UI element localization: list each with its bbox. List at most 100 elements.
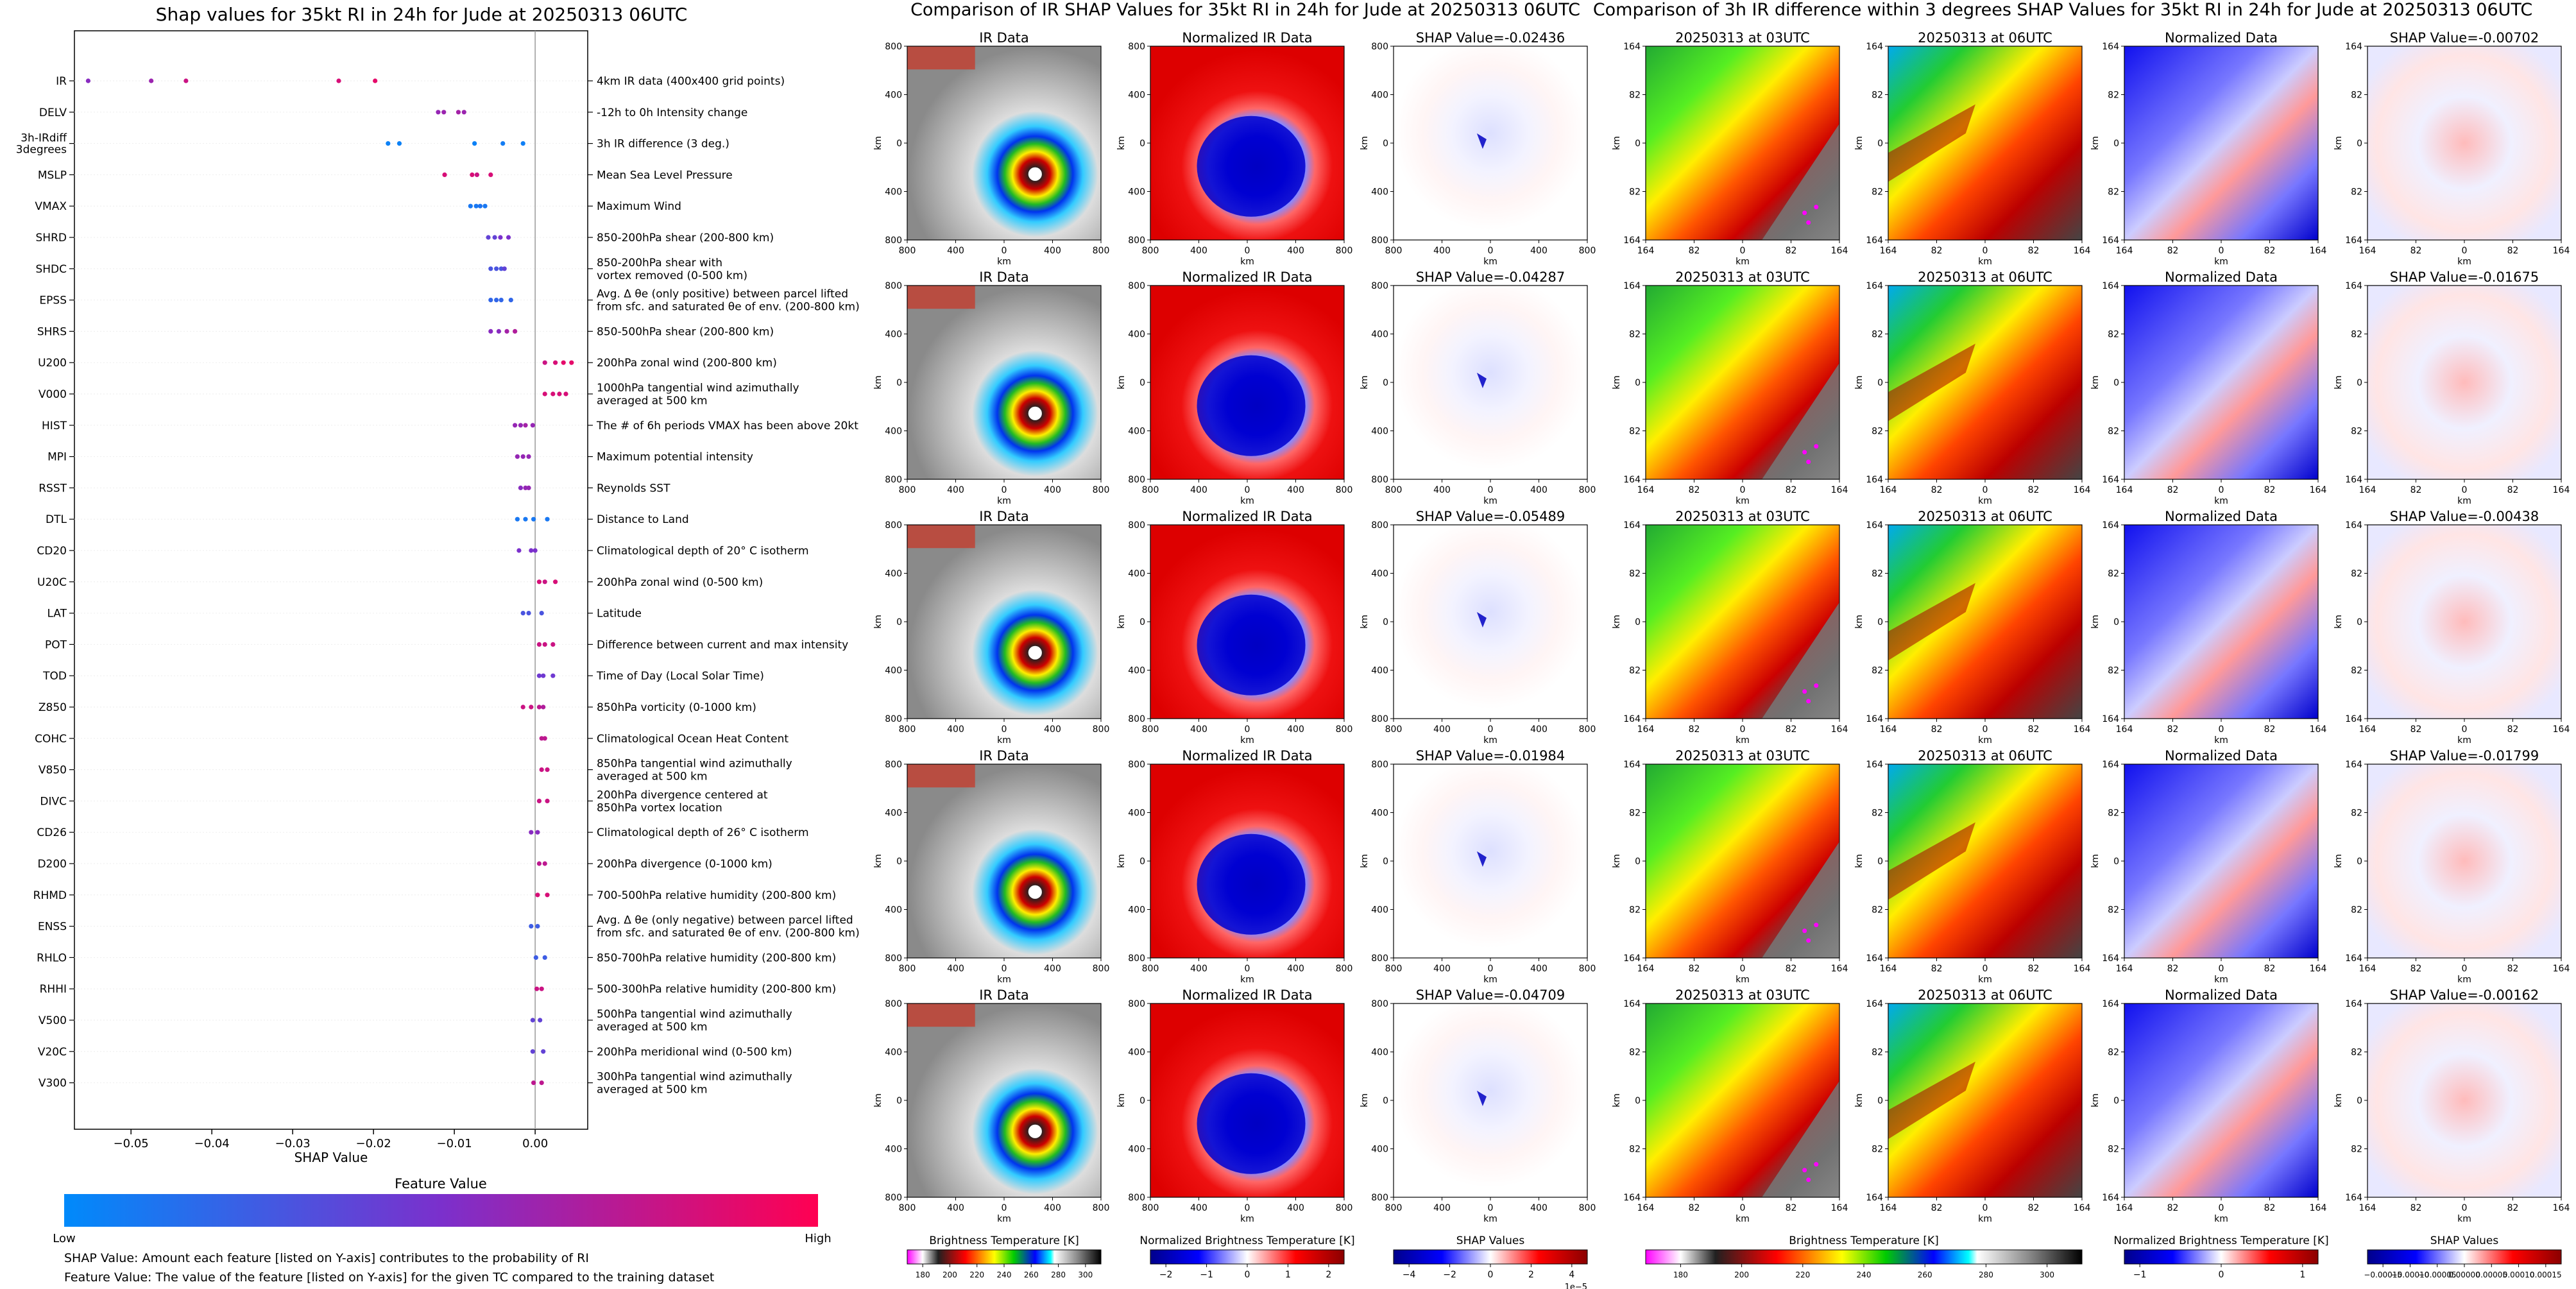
panel-y-tick-label: 164 [1866, 475, 1883, 485]
panel-y-tick-label: 164 [2345, 1193, 2362, 1203]
panel-x-tick-label: 400 [1530, 485, 1548, 495]
panel-x-tick-label: 800 [1142, 485, 1159, 495]
shap-point [496, 329, 502, 334]
colorbar-tick-label: 0 [1245, 1270, 1250, 1280]
cold-cloud-region [1197, 594, 1306, 696]
colorbar-tick-label: 1 [2299, 1270, 2305, 1280]
panel-y-tick-label: 400 [1128, 90, 1145, 101]
feature-name-line: 3degrees [16, 144, 67, 157]
feature-description: 850-700hPa relative humidity (200-800 km… [597, 952, 836, 964]
colorbar [1393, 1249, 1588, 1265]
feature-description-line: 850-700hPa relative humidity (200-800 km… [597, 952, 836, 964]
cold-cloud-region [1197, 833, 1306, 935]
panel-y-tick-label: 82 [1629, 187, 1641, 198]
feature-name-rhmd: RHMD [33, 889, 67, 902]
magenta-pixel [1806, 220, 1811, 225]
panel-ylabel: km [1612, 375, 1622, 389]
shap-hotspot [1476, 372, 1487, 389]
panel-y-tick-label: 800 [1371, 235, 1388, 246]
panel-xlabel: km [2457, 735, 2471, 746]
panel-y-tick-label: 164 [1623, 42, 1641, 52]
feature-description-line: vortex removed (0-500 km) [597, 269, 747, 282]
panel-x-tick-label: 0 [1983, 246, 1988, 256]
panel-y-tick-label: 82 [1872, 905, 1883, 916]
shap-point [488, 298, 493, 303]
panel-image [1394, 1003, 1587, 1197]
shap-point [561, 360, 566, 365]
panel-x-tick-label: 800 [1385, 964, 1403, 974]
feature-description-line: 3h IR difference (3 deg.) [597, 138, 729, 151]
panel-y-tick-label: 400 [1371, 90, 1388, 101]
shap-point [520, 611, 525, 616]
panel-y-tick-label: 400 [1371, 808, 1388, 819]
shap-point [523, 516, 528, 522]
feature-name-cohc: COHC [35, 733, 67, 746]
panel-y-tick-label: 800 [1371, 953, 1388, 964]
panel-x-tick-label: 0 [1245, 964, 1250, 974]
panel-y-tick-label: 800 [1371, 520, 1388, 531]
panel-title: 20250313 at 03UTC [1675, 509, 1810, 524]
panel-y-tick-label: 82 [2351, 569, 2362, 579]
feature-name-epss: EPSS [39, 295, 67, 307]
panel-x-tick-label: 164 [2553, 724, 2570, 735]
panel-x-tick-label: 82 [1931, 964, 1943, 974]
panel-x-tick-label: 400 [1433, 964, 1451, 974]
storm-eye [1028, 885, 1042, 899]
shap-point [373, 78, 378, 83]
feature-name-line: RHMD [33, 889, 67, 902]
panel-y-tick-label: 164 [2345, 281, 2362, 291]
panel-y-tick-label: 82 [1872, 1145, 1883, 1155]
shap-point [523, 485, 528, 491]
feature-name-line: D200 [37, 858, 67, 871]
panel-y-tick-label: 82 [1629, 1048, 1641, 1058]
feature-name-3h-irdiff: 3h-IRdiff 3degrees [16, 132, 68, 157]
feature-description-line: averaged at 500 km [597, 395, 708, 407]
panel-title: Normalized Data [2165, 509, 2278, 524]
panel-x-tick-label: 400 [1433, 485, 1451, 495]
panel-x-tick-label: 82 [1689, 1203, 1700, 1213]
panel-title: SHAP Value=-0.00702 [2390, 30, 2539, 46]
panel-ylabel: km [1612, 854, 1622, 868]
panel-x-tick-label: 82 [1786, 1203, 1797, 1213]
panel-x-tick-label: 400 [1433, 724, 1451, 735]
panel-x-tick-label: 0 [1983, 1203, 1988, 1213]
colorbar-tick-label: 200 [943, 1270, 957, 1279]
colorbar-label: Brightness Temperature [K] [1789, 1234, 1938, 1247]
feature-name-dtl: DTL [46, 513, 67, 526]
panel-x-tick-label: 82 [1786, 964, 1797, 974]
panel-y-tick-label: 800 [1371, 1193, 1388, 1203]
feature-colorbar-high: High [805, 1232, 831, 1245]
panel-x-tick-label: 0 [2462, 724, 2468, 735]
panel-x-tick-label: 0 [1002, 485, 1007, 495]
shap-point [488, 329, 493, 334]
feature-description-line: 500hPa tangential wind azimuthally [597, 1008, 792, 1021]
panel-x-tick-label: 800 [1385, 485, 1403, 495]
feature-name-line: Z850 [38, 701, 67, 714]
feature-name-u20c: U20C [37, 576, 67, 589]
shap-point [504, 329, 509, 334]
panel-x-tick-label: 82 [2410, 1203, 2422, 1213]
panel-y-tick-label: 82 [1872, 1048, 1883, 1058]
panel-y-tick-label: 800 [885, 760, 902, 770]
shap-point [516, 548, 522, 553]
panel-y-tick-label: 164 [1866, 235, 1883, 246]
panel-y-tick-label: 0 [2113, 139, 2119, 149]
feature-description: Time of Day (Local Solar Time) [596, 670, 764, 683]
panel-y-tick-label: 800 [1371, 714, 1388, 724]
feature-name-line: COHC [35, 733, 67, 746]
panel-x-tick-label: 164 [2359, 246, 2376, 256]
panel-y-tick-label: 164 [1623, 953, 1641, 964]
panel-xlabel: km [2214, 975, 2228, 985]
panel-x-tick-label: 82 [2507, 1203, 2519, 1213]
panel-x-tick-label: 82 [2410, 724, 2422, 735]
panel-x-tick-label: 164 [2074, 485, 2091, 495]
panel-y-tick-label: 400 [1128, 569, 1145, 579]
panel-x-tick-label: 800 [1142, 1203, 1159, 1213]
feature-description-line: 850hPa vortex location [597, 801, 722, 814]
feature-description: 1000hPa tangential wind azimuthally avera… [597, 382, 799, 407]
panel-x-tick-label: 800 [1385, 1203, 1403, 1213]
panel-ylabel: km [1360, 136, 1370, 150]
feature-name-shdc: SHDC [35, 263, 67, 276]
panel-y-tick-label: 0 [1139, 378, 1145, 388]
shap-point [541, 673, 546, 678]
